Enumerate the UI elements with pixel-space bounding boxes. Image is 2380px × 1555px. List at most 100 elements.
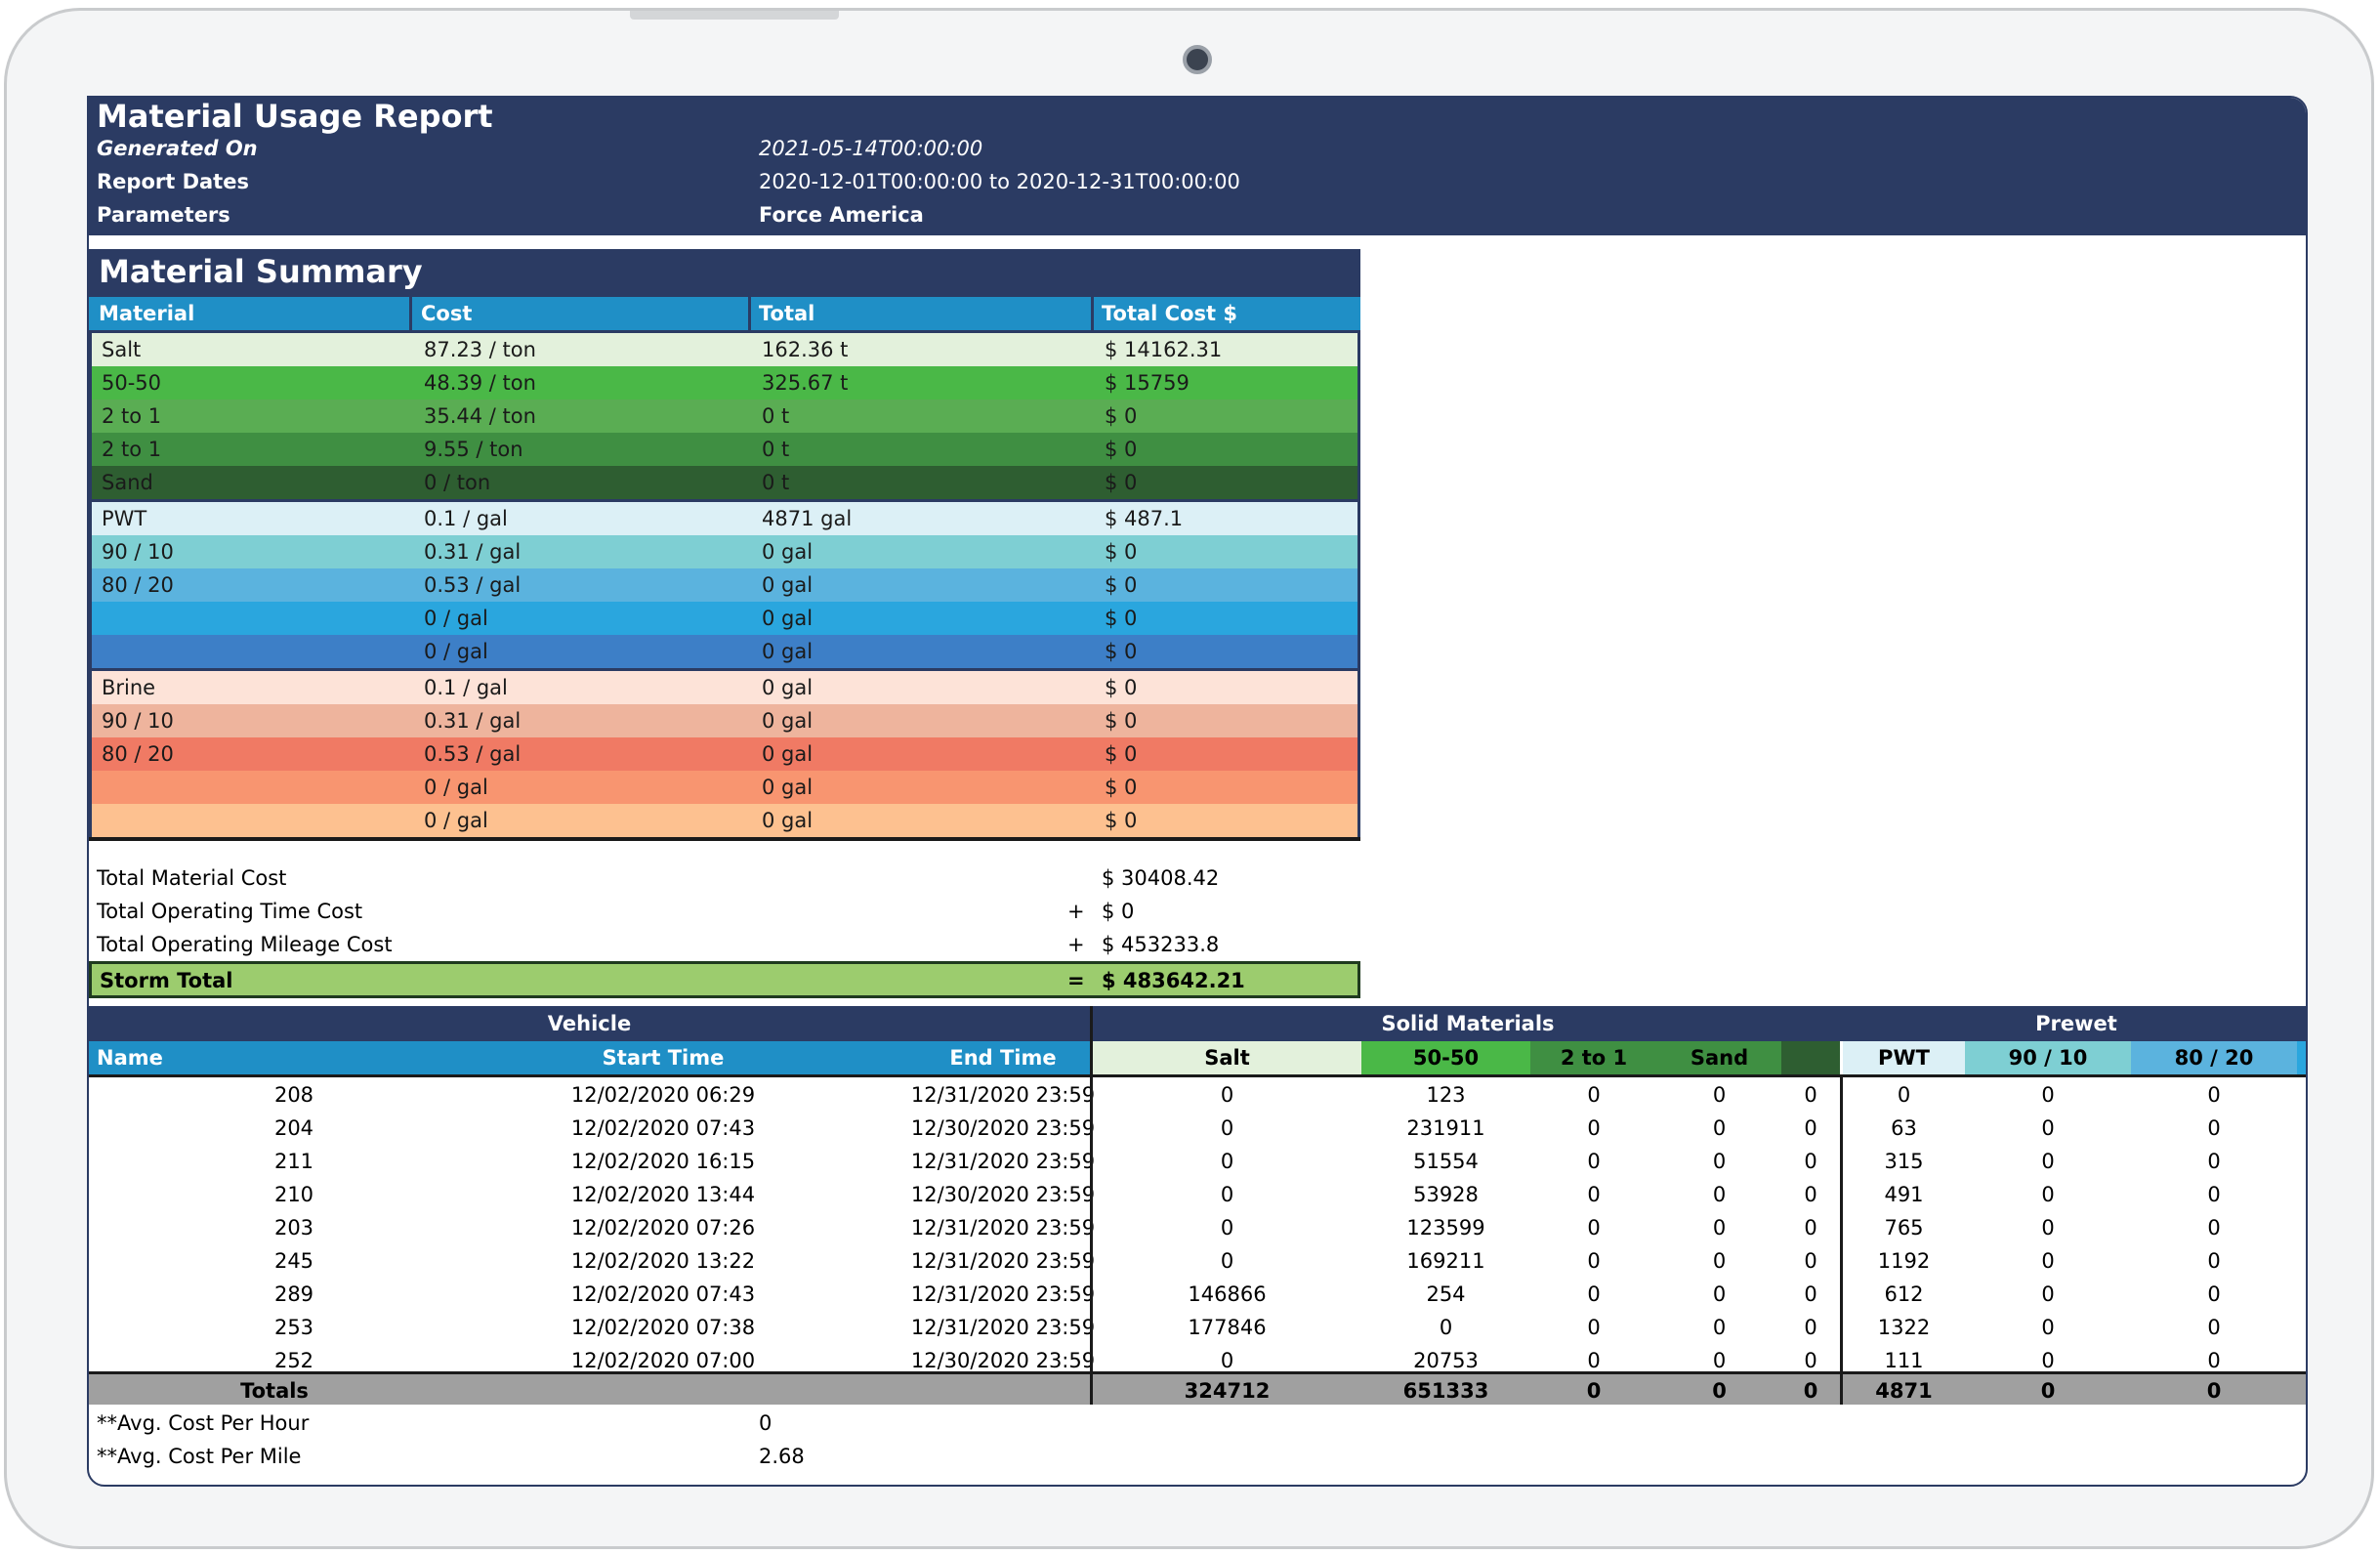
vehicle-start-time: 12/02/2020 06:29	[570, 1083, 756, 1107]
material-cost: 87.23 / ton	[424, 338, 536, 361]
material-cost: 0.31 / gal	[424, 709, 522, 733]
material-cost: 0.53 / gal	[424, 573, 522, 597]
fifty-fifty-value: 169211	[1406, 1249, 1485, 1273]
material-total: 162.36 t	[762, 338, 849, 361]
totals-label: Totals	[240, 1379, 309, 1403]
material-name: Sand	[102, 471, 153, 494]
eighty-twenty-value: 0	[2207, 1216, 2221, 1240]
material-cost: 0 / ton	[424, 471, 491, 494]
vehicle-name: 253	[273, 1316, 314, 1339]
col-header-80-20: 80 / 20	[2131, 1041, 2297, 1074]
sand-value: 0	[1712, 1249, 1727, 1273]
total-operating-time-label: Total Operating Time Cost	[97, 900, 363, 923]
vehicle-end-time: 12/31/2020 23:59	[910, 1316, 1096, 1339]
material-total-cost: $ 14162.31	[1105, 338, 1223, 361]
fifty-fifty-value: 123599	[1406, 1216, 1485, 1240]
report-dates-label: Report Dates	[97, 170, 249, 193]
totals-90-10: 0	[2040, 1379, 2056, 1403]
ninety-ten-value: 0	[2041, 1183, 2055, 1206]
material-total: 4871 gal	[762, 507, 853, 530]
salt-value: 0	[1220, 1249, 1234, 1273]
col-header-90-10: 90 / 10	[1965, 1041, 2131, 1074]
vehicle-end-time: 12/31/2020 23:59	[910, 1083, 1096, 1107]
material-cost: 0.31 / gal	[424, 540, 522, 564]
ninety-ten-value: 0	[2041, 1349, 2055, 1372]
material-row: 0 / gal 0 gal $ 0	[92, 804, 1357, 837]
avg-cost-mile-label: **Avg. Cost Per Mile	[97, 1445, 302, 1468]
material-name: 90 / 10	[102, 709, 174, 733]
totals-sand: 0	[1712, 1379, 1727, 1403]
parameters-value: Force America	[759, 203, 924, 227]
material-total: 0 gal	[762, 573, 814, 597]
avg-cost-mile-value: 2.68	[759, 1445, 805, 1468]
fifty-fifty-value: 0	[1439, 1316, 1453, 1339]
salt-value: 0	[1220, 1083, 1234, 1107]
ninety-ten-value: 0	[2041, 1083, 2055, 1107]
pwt-value: 491	[1884, 1183, 1924, 1206]
vehicle-start-time: 12/02/2020 07:43	[570, 1116, 756, 1140]
two-to-one-value: 0	[1587, 1150, 1601, 1173]
storm-total-label: Storm Total	[100, 969, 233, 992]
material-cost: 35.44 / ton	[424, 404, 536, 428]
ninety-ten-value: 0	[2041, 1216, 2055, 1240]
storm-total-value: $ 483642.21	[1102, 969, 1245, 992]
vehicle-start-time: 12/02/2020 07:38	[570, 1316, 756, 1339]
sand-value: 0	[1712, 1316, 1727, 1339]
extra-value: 0	[1804, 1349, 1817, 1372]
pwt-value: 612	[1884, 1282, 1924, 1306]
totals-50-50: 651333	[1402, 1379, 1489, 1403]
table-row: 203 12/02/2020 07:26 12/31/2020 23:59 0 1235…	[89, 1211, 2306, 1244]
extra-value: 0	[1804, 1083, 1817, 1107]
material-row: Brine 0.1 / gal 0 gal $ 0	[92, 671, 1357, 704]
header-divider	[748, 297, 751, 330]
eighty-twenty-value: 0	[2207, 1249, 2221, 1273]
material-total-cost: $ 0	[1105, 776, 1138, 799]
material-summary-header: Material Cost Total Total Cost $	[89, 294, 1360, 333]
fifty-fifty-value: 51554	[1413, 1150, 1479, 1173]
material-total: 0 t	[762, 471, 790, 494]
material-name: 2 to 1	[102, 438, 162, 461]
eighty-twenty-value: 0	[2207, 1116, 2221, 1140]
table-row: 252 12/02/2020 07:00 12/30/2020 23:59 0 2075…	[89, 1344, 2306, 1377]
report-screen: Material Usage Report Generated On 2021-…	[87, 96, 2308, 1487]
sand-value: 0	[1712, 1349, 1727, 1372]
camera	[1183, 45, 1212, 74]
ninety-ten-value: 0	[2041, 1116, 2055, 1140]
extra-value: 0	[1804, 1282, 1817, 1306]
vehicle-subheader	[89, 1041, 1090, 1074]
fifty-fifty-value: 53928	[1413, 1183, 1479, 1206]
storm-total-row: Storm Total = $ 483642.21	[89, 961, 1360, 998]
total-material-cost-label: Total Material Cost	[97, 866, 287, 890]
report-dates-value: 2020-12-01T00:00:00 to 2020-12-31T00:00:…	[759, 170, 1240, 193]
pwt-value: 765	[1884, 1216, 1924, 1240]
material-cost: 0.1 / gal	[424, 676, 508, 699]
total-material-cost-value: $ 30408.42	[1102, 866, 1220, 890]
salt-value: 146866	[1188, 1282, 1267, 1306]
tablet-frame: Material Usage Report Generated On 2021-…	[4, 8, 2374, 1549]
col-header-extra	[1781, 1041, 1840, 1074]
vehicle-start-time: 12/02/2020 07:26	[570, 1216, 756, 1240]
sand-value: 0	[1712, 1116, 1727, 1140]
generated-on-value: 2021-05-14T00:00:00	[759, 137, 983, 160]
extra-value: 0	[1804, 1316, 1817, 1339]
material-row: Salt 87.23 / ton 162.36 t $ 14162.31	[92, 333, 1357, 366]
material-row: 90 / 10 0.31 / gal 0 gal $ 0	[92, 535, 1357, 568]
material-group: Salt 87.23 / ton 162.36 t $ 14162.31 50-50 48…	[89, 333, 1360, 499]
two-to-one-value: 0	[1587, 1183, 1601, 1206]
pwt-value: 1192	[1877, 1249, 1931, 1273]
material-total-cost: $ 487.1	[1105, 507, 1184, 530]
material-group: Brine 0.1 / gal 0 gal $ 0 90 / 10 0.31 / gal 0…	[89, 671, 1360, 837]
col-header-end-time: End Time	[949, 1046, 1057, 1070]
material-total-cost: $ 0	[1105, 573, 1138, 597]
ninety-ten-value: 0	[2041, 1249, 2055, 1273]
eighty-twenty-value: 0	[2207, 1083, 2221, 1107]
table-row: 253 12/02/2020 07:38 12/31/2020 23:59 17784…	[89, 1311, 2306, 1344]
plus-sign: +	[1067, 900, 1085, 923]
total-operating-time-row: Total Operating Time Cost + $ 0	[89, 895, 1360, 928]
material-summary: Material Summary Material Cost Total Tot…	[89, 249, 1360, 841]
material-cost: 0.53 / gal	[424, 742, 522, 766]
two-to-one-value: 0	[1587, 1083, 1601, 1107]
eighty-twenty-value: 0	[2207, 1183, 2221, 1206]
material-group: PWT 0.1 / gal 4871 gal $ 487.1 90 / 10 0.31 /…	[89, 502, 1360, 668]
vehicle-end-time: 12/31/2020 23:59	[910, 1282, 1096, 1306]
